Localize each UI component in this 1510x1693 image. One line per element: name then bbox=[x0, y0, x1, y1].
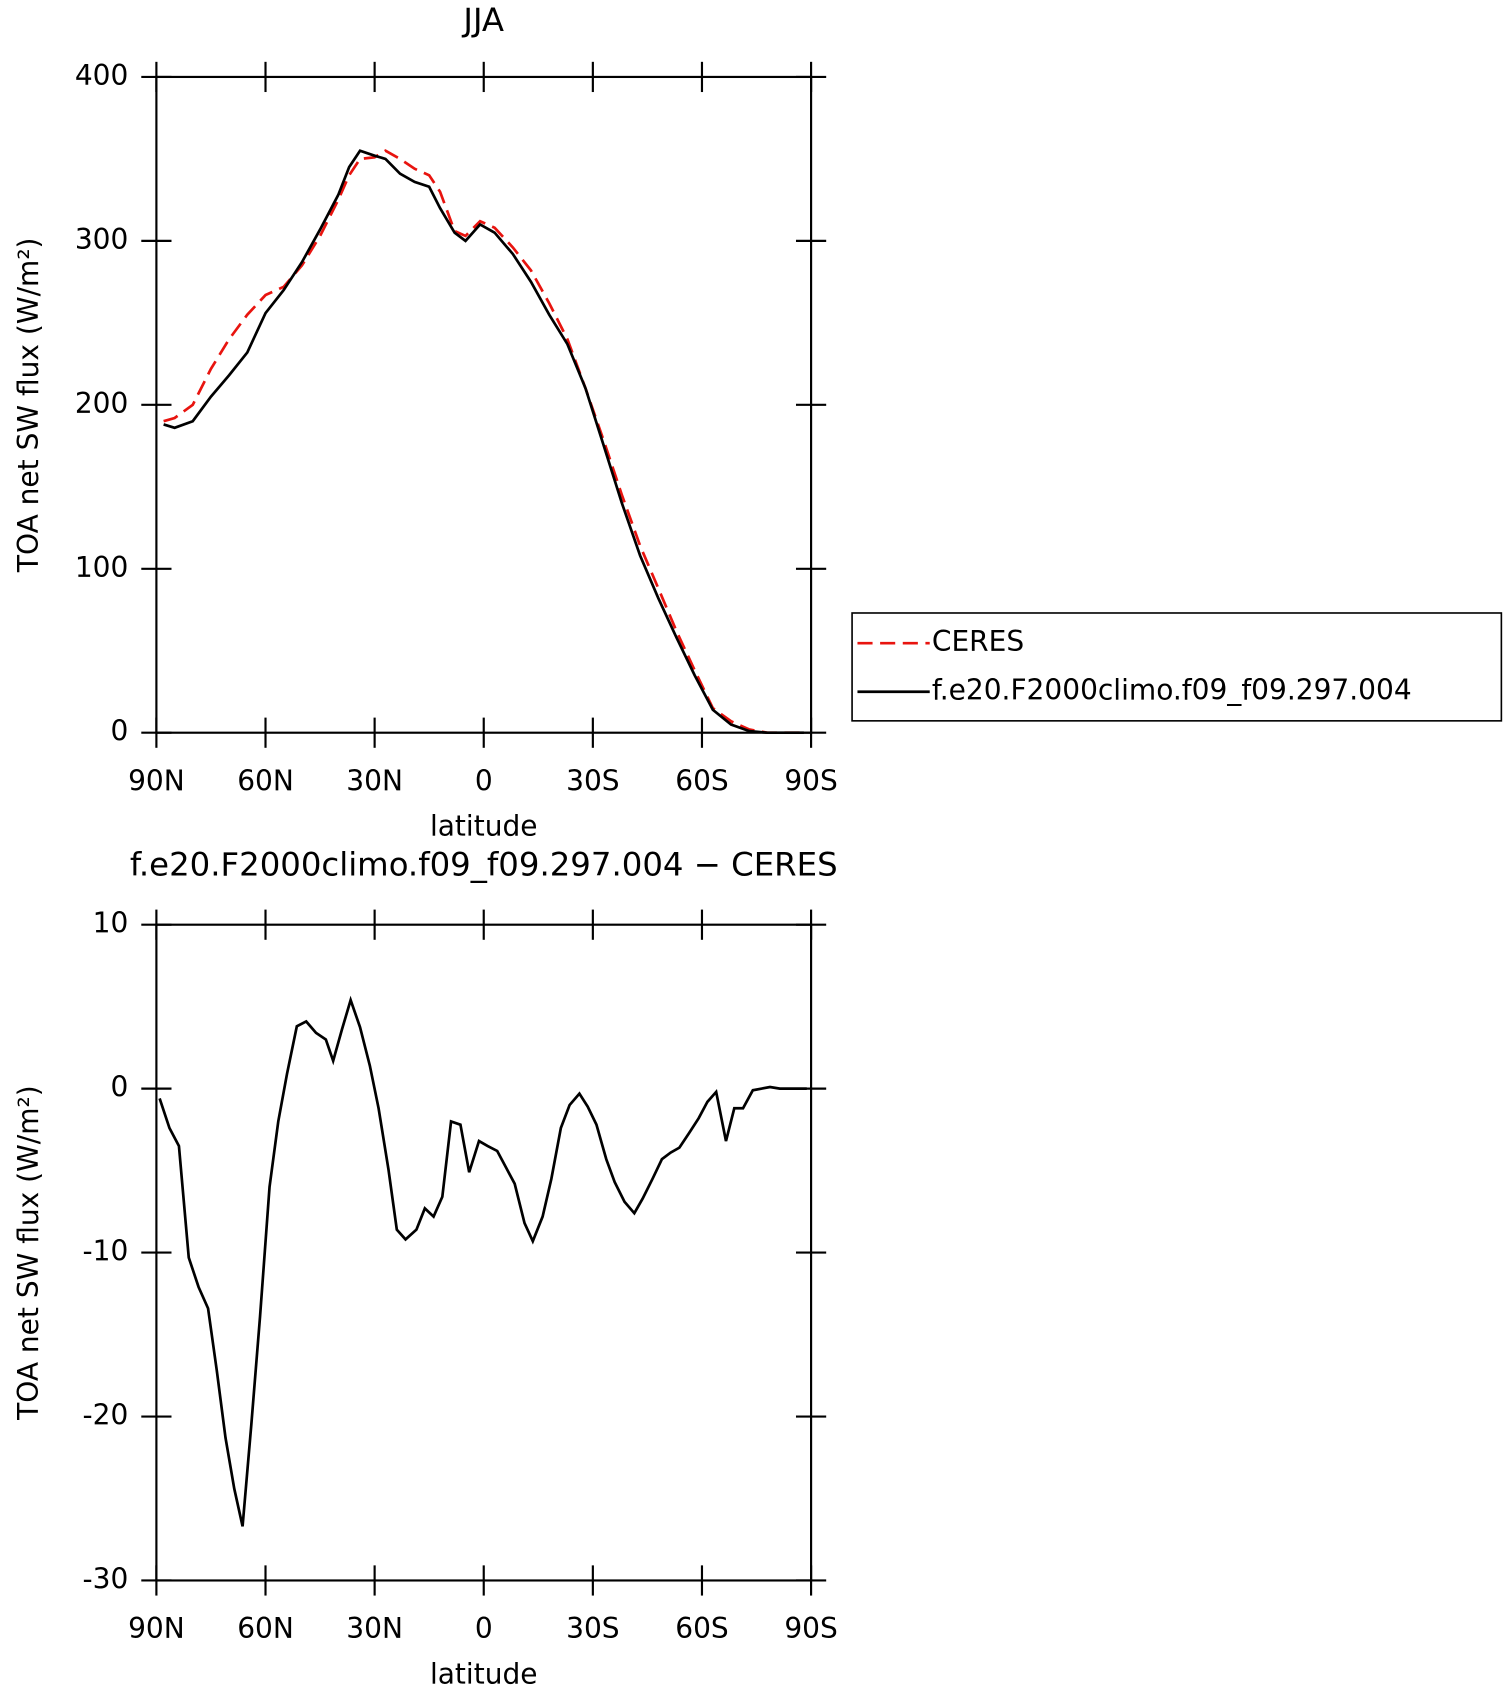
chart-title: f.e20.F2000climo.f09_f09.297.004 − CERES bbox=[130, 845, 838, 883]
chart-title: JJA bbox=[461, 1, 504, 39]
y-tick-label: 10 bbox=[93, 907, 129, 940]
y-tick-label: 100 bbox=[75, 551, 129, 584]
x-axis-label: latitude bbox=[430, 1657, 538, 1690]
x-tick-label: 60N bbox=[237, 1612, 294, 1645]
plot-frame bbox=[155, 75, 813, 734]
x-tick-label: 30N bbox=[346, 764, 403, 797]
legend-box bbox=[851, 612, 1503, 722]
y-tick-label: 200 bbox=[75, 387, 129, 420]
y-axis-label: TOA net SW flux (W/m²) bbox=[12, 1085, 45, 1421]
y-tick-label: 300 bbox=[75, 223, 129, 256]
y-tick-label: -30 bbox=[83, 1562, 129, 1595]
x-tick-label: 90S bbox=[784, 1612, 837, 1645]
plot-frame bbox=[155, 923, 813, 1582]
x-tick-label: 30S bbox=[566, 764, 619, 797]
data-line bbox=[163, 149, 804, 735]
legend-label: f.e20.F2000climo.f09_f09.297.004 bbox=[932, 674, 1412, 707]
x-tick-label: 60N bbox=[237, 764, 294, 797]
data-line bbox=[158, 995, 807, 1527]
x-tick-label: 90S bbox=[784, 764, 837, 797]
x-tick-label: 90N bbox=[128, 764, 185, 797]
x-tick-label: 30S bbox=[566, 1612, 619, 1645]
x-tick-label: 0 bbox=[475, 1612, 493, 1645]
y-tick-label: 0 bbox=[111, 715, 129, 748]
x-tick-label: 0 bbox=[475, 764, 493, 797]
y-tick-label: 400 bbox=[75, 59, 129, 92]
x-tick-label: 60S bbox=[675, 764, 728, 797]
y-tick-label: -20 bbox=[83, 1399, 129, 1432]
x-tick-label: 90N bbox=[128, 1612, 185, 1645]
data-line bbox=[163, 149, 804, 735]
y-tick-label: 0 bbox=[111, 1071, 129, 1104]
y-tick-label: -10 bbox=[83, 1235, 129, 1268]
legend-label: CERES bbox=[932, 625, 1024, 658]
y-axis-label: TOA net SW flux (W/m²) bbox=[12, 238, 45, 574]
x-tick-label: 30N bbox=[346, 1612, 403, 1645]
x-tick-label: 60S bbox=[675, 1612, 728, 1645]
x-axis-label: latitude bbox=[430, 810, 538, 843]
